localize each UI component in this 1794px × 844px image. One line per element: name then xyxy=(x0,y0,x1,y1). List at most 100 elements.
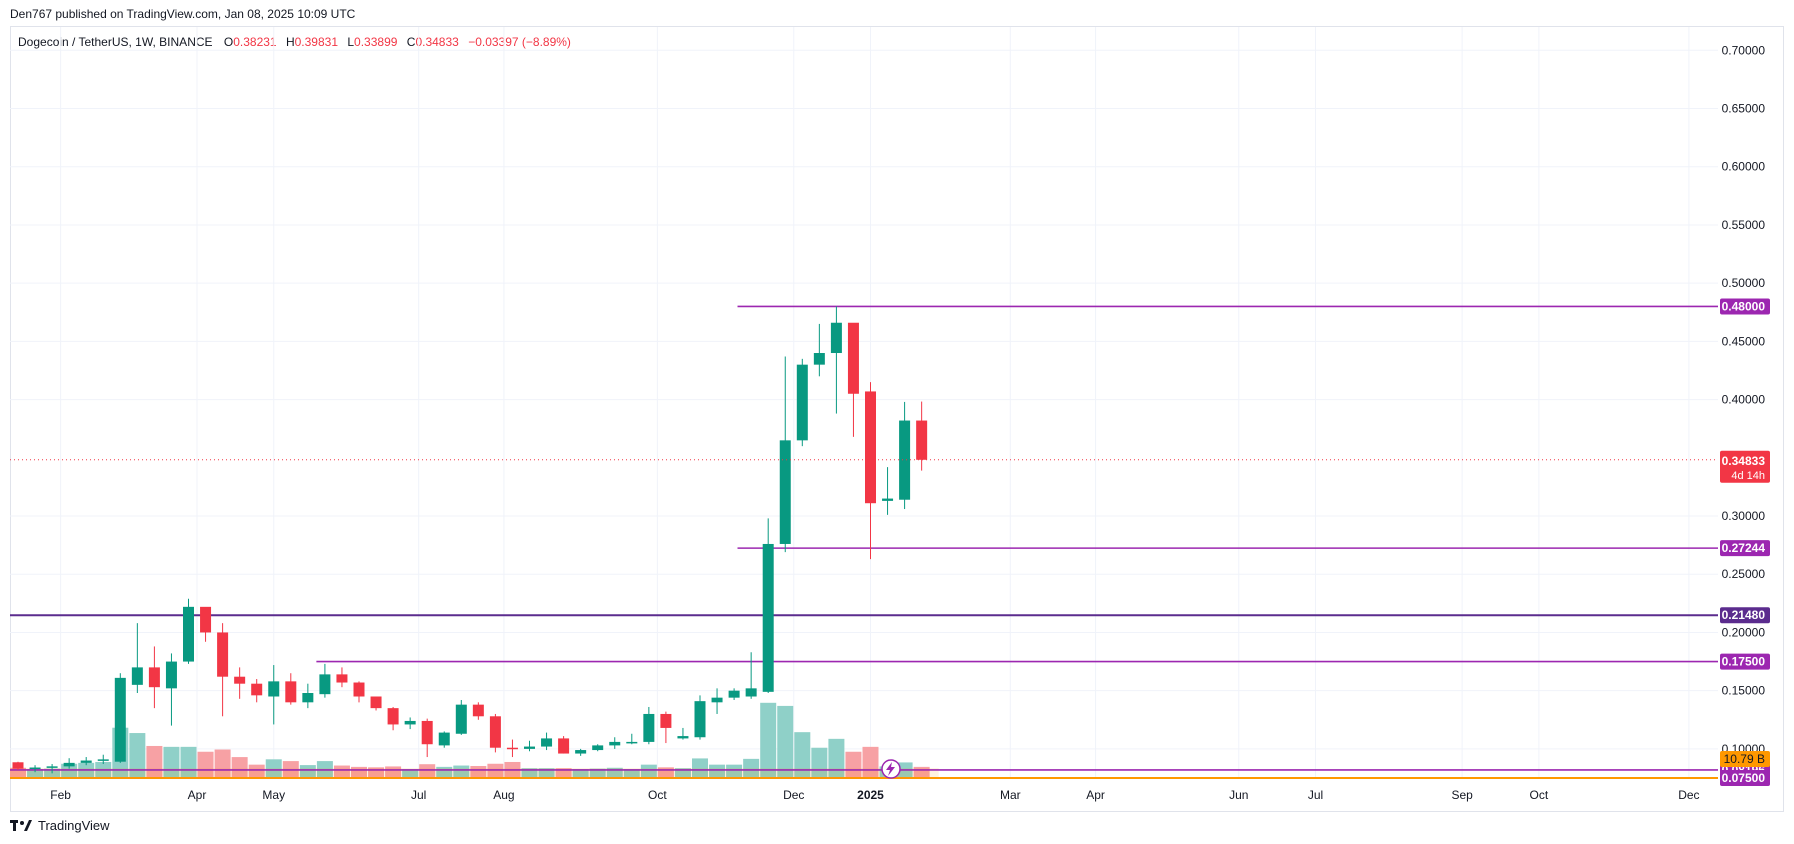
level-price-tag-label: 0.17500 xyxy=(1722,655,1766,669)
x-axis-tick-label: Sep xyxy=(1451,788,1473,802)
open-label: O xyxy=(223,35,234,49)
candle-body[interactable] xyxy=(336,674,348,683)
candle-body[interactable] xyxy=(183,606,194,662)
volume-band xyxy=(10,768,939,778)
volume-bar xyxy=(265,759,282,778)
publish-attribution: Den767 published on TradingView.com, Jan… xyxy=(10,7,356,21)
candle-body[interactable] xyxy=(575,750,587,754)
candle-body[interactable] xyxy=(899,420,911,500)
candle-body[interactable] xyxy=(660,713,672,728)
candle-body[interactable] xyxy=(541,738,553,747)
volume-bar xyxy=(333,765,350,778)
volume-value-label: 10.79 B xyxy=(1724,752,1765,766)
volume-bar xyxy=(299,765,316,778)
candle-body[interactable] xyxy=(643,713,655,742)
bar-countdown-label: 4d 14h xyxy=(1731,470,1765,482)
candle-body[interactable] xyxy=(762,543,774,692)
candle-body[interactable] xyxy=(80,760,92,763)
candle-body[interactable] xyxy=(524,746,535,749)
candle-body[interactable] xyxy=(847,322,859,394)
lightning-bolt-icon xyxy=(886,762,895,776)
volume-bar xyxy=(453,765,470,778)
candle-body[interactable] xyxy=(12,762,24,769)
level-price-tag[interactable] xyxy=(1720,607,1770,624)
candle-body[interactable] xyxy=(421,720,433,745)
symbol-legend: Dogecoin / TetherUS, 1W, BINANCE O0.3823… xyxy=(18,35,571,49)
x-axis-tick-label: Dec xyxy=(1678,788,1699,802)
candle-body[interactable] xyxy=(302,693,314,703)
volume-bar xyxy=(521,768,538,778)
candle-body[interactable] xyxy=(626,741,638,744)
candle-body[interactable] xyxy=(404,720,416,725)
candle-body[interactable] xyxy=(813,353,825,365)
x-axis-tick-label: Dec xyxy=(783,788,804,802)
candle-body[interactable] xyxy=(387,708,399,725)
volume-bar xyxy=(419,764,436,778)
x-axis-tick-label: Oct xyxy=(648,788,667,802)
x-axis-tick-label: 2025 xyxy=(857,788,884,802)
volume-bar xyxy=(538,768,555,778)
candle-body[interactable] xyxy=(63,762,75,767)
symbol-title[interactable]: Dogecoin / TetherUS, 1W, BINANCE xyxy=(18,35,213,49)
volume-bar xyxy=(27,769,44,778)
candle-body[interactable] xyxy=(319,674,331,695)
candle-body[interactable] xyxy=(268,681,280,697)
volume-bar xyxy=(606,767,623,778)
candle-body[interactable] xyxy=(370,696,382,709)
low-label: L xyxy=(347,35,355,49)
candle-body[interactable] xyxy=(251,683,263,696)
candle-body[interactable] xyxy=(882,498,894,501)
x-axis-tick-label: Mar xyxy=(1000,788,1021,802)
y-axis-tick-label: 0.45000 xyxy=(1722,334,1766,348)
volume-bar xyxy=(61,763,78,778)
candle-body[interactable] xyxy=(131,667,143,685)
candle-body[interactable] xyxy=(455,704,467,734)
candle-body[interactable] xyxy=(728,690,740,698)
level-price-tag[interactable] xyxy=(1720,653,1770,670)
level-price-tag[interactable] xyxy=(1720,298,1770,315)
y-axis-tick-label: 0.65000 xyxy=(1722,102,1766,116)
candle-body[interactable] xyxy=(438,732,450,746)
candle-body[interactable] xyxy=(489,716,501,748)
candle-body[interactable] xyxy=(200,606,212,633)
volume-bar xyxy=(623,769,640,778)
candle-body[interactable] xyxy=(472,704,484,717)
candle-body[interactable] xyxy=(745,688,757,697)
chart-frame[interactable] xyxy=(10,26,1784,812)
candle-body[interactable] xyxy=(916,420,928,460)
candle-body[interactable] xyxy=(677,736,689,739)
volume-bar xyxy=(657,767,674,778)
level-price-tag[interactable] xyxy=(1720,540,1770,557)
volume-bar xyxy=(589,768,606,778)
volume-bar xyxy=(845,751,862,778)
candle-body[interactable] xyxy=(506,747,518,750)
candle-body[interactable] xyxy=(796,364,808,441)
candle-body[interactable] xyxy=(97,759,109,761)
volume-bar xyxy=(197,751,214,778)
candle-body[interactable] xyxy=(165,661,177,689)
candle-body[interactable] xyxy=(592,745,604,751)
x-axis-tick-label: Jul xyxy=(411,788,426,802)
candle-body[interactable] xyxy=(558,738,570,754)
y-axis-tick-label: 0.55000 xyxy=(1722,218,1766,232)
candle-body[interactable] xyxy=(148,667,160,688)
level-price-tag[interactable] xyxy=(1720,770,1770,786)
candle-body[interactable] xyxy=(609,741,621,746)
candle-body[interactable] xyxy=(234,676,246,684)
volume-bar xyxy=(709,764,726,778)
candle-body[interactable] xyxy=(285,681,297,703)
tradingview-logo[interactable]: TradingView xyxy=(10,818,110,833)
candle-body[interactable] xyxy=(217,632,229,677)
candle-body[interactable] xyxy=(353,682,365,697)
candle-body[interactable] xyxy=(694,701,706,738)
candle-body[interactable] xyxy=(46,766,58,768)
candle-body[interactable] xyxy=(830,322,842,354)
candle-body[interactable] xyxy=(779,440,791,544)
candle-body[interactable] xyxy=(711,697,723,703)
candle-body[interactable] xyxy=(865,391,876,504)
candle-body[interactable] xyxy=(114,677,126,762)
candle-body[interactable] xyxy=(29,767,41,770)
volume-bar xyxy=(351,766,367,778)
volume-bar xyxy=(555,768,572,778)
